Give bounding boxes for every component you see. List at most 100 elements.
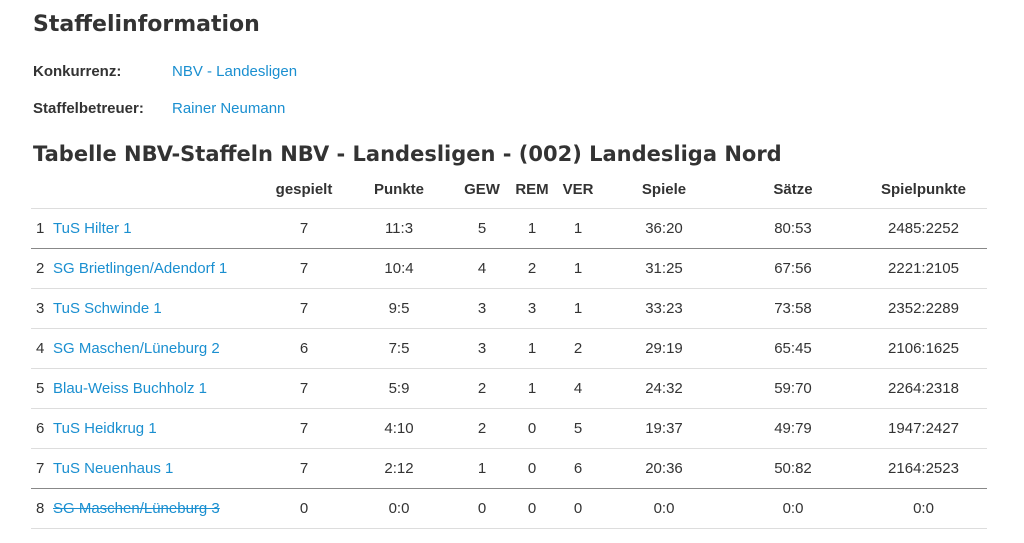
konkurrenz-link[interactable]: NBV - Landesligen	[172, 63, 298, 80]
rank: 3	[36, 300, 45, 317]
spiele-cell: 20:36	[602, 448, 726, 489]
spielpunkte-cell: 2264:2318	[860, 368, 987, 409]
saetze-cell: 67:56	[726, 248, 860, 289]
gespielt-cell: 0	[264, 488, 344, 529]
spielpunkte-cell: 2485:2252	[860, 208, 987, 249]
rem-cell: 3	[510, 288, 554, 329]
spiele-cell: 33:23	[602, 288, 726, 329]
punkte-cell: 11:3	[344, 208, 454, 249]
spielpunkte-cell: 2164:2523	[860, 448, 987, 489]
gespielt-cell: 7	[264, 288, 344, 329]
table-row: 6 TuS Heidkrug 1 7 4:10 2 0 5 19:37 49:79 1947:24…	[31, 408, 987, 449]
punkte-cell: 7:5	[344, 328, 454, 369]
saetze-cell: 59:70	[726, 368, 860, 409]
header-team	[31, 170, 264, 209]
team-link[interactable]: TuS Neuenhaus 1	[53, 460, 174, 477]
team-link[interactable]: SG Maschen/Lüneburg 3	[53, 500, 220, 517]
team-cell: 7 TuS Neuenhaus 1	[31, 448, 264, 489]
team-link[interactable]: TuS Heidkrug 1	[53, 420, 157, 437]
ver-cell: 4	[554, 368, 602, 409]
ver-cell: 1	[554, 248, 602, 289]
rem-cell: 1	[510, 208, 554, 249]
header-spiele: Spiele	[602, 170, 726, 209]
rank: 5	[36, 380, 45, 397]
saetze-cell: 0:0	[726, 488, 860, 529]
rank: 7	[36, 460, 45, 477]
punkte-cell: 5:9	[344, 368, 454, 409]
header-punkte: Punkte	[344, 170, 454, 209]
table-row: 2 SG Brietlingen/Adendorf 1 7 10:4 4 2 1 31:25 6…	[31, 248, 987, 289]
header-saetze: Sätze	[726, 170, 860, 209]
spiele-cell: 36:20	[602, 208, 726, 249]
header-ver: VER	[554, 170, 602, 209]
team-cell: 1 TuS Hilter 1	[31, 208, 264, 249]
ver-cell: 0	[554, 488, 602, 529]
team-link[interactable]: SG Brietlingen/Adendorf 1	[53, 260, 228, 277]
spiele-cell: 31:25	[602, 248, 726, 289]
gespielt-cell: 7	[264, 208, 344, 249]
table-row: 5 Blau-Weiss Buchholz 1 7 5:9 2 1 4 24:32 59:70 2…	[31, 368, 987, 409]
saetze-cell: 50:82	[726, 448, 860, 489]
table-row: 7 TuS Neuenhaus 1 7 2:12 1 0 6 20:36 50:82 2164:2…	[31, 448, 987, 489]
gew-cell: 3	[454, 288, 510, 329]
gew-cell: 5	[454, 208, 510, 249]
rank: 8	[36, 500, 45, 517]
rem-cell: 0	[510, 488, 554, 529]
spiele-cell: 29:19	[602, 328, 726, 369]
team-link[interactable]: TuS Schwinde 1	[53, 300, 162, 317]
staffelbetreuer-label: Staffelbetreuer:	[33, 100, 144, 117]
staffelbetreuer-row: Staffelbetreuer: Rainer Neumann	[33, 100, 285, 117]
team-cell: 2 SG Brietlingen/Adendorf 1	[31, 248, 264, 289]
gespielt-cell: 7	[264, 248, 344, 289]
punkte-cell: 2:12	[344, 448, 454, 489]
team-cell: 6 TuS Heidkrug 1	[31, 408, 264, 449]
gespielt-cell: 7	[264, 448, 344, 489]
gespielt-cell: 6	[264, 328, 344, 369]
spielpunkte-cell: 2221:2105	[860, 248, 987, 289]
spiele-cell: 0:0	[602, 488, 726, 529]
gew-cell: 4	[454, 248, 510, 289]
spiele-cell: 24:32	[602, 368, 726, 409]
rem-cell: 1	[510, 368, 554, 409]
rank: 1	[36, 220, 45, 237]
punkte-cell: 0:0	[344, 488, 454, 529]
ver-cell: 1	[554, 288, 602, 329]
konkurrenz-label: Konkurrenz:	[33, 63, 122, 80]
gespielt-cell: 7	[264, 368, 344, 409]
table-row: 4 SG Maschen/Lüneburg 2 6 7:5 3 1 2 29:19 65:45 2…	[31, 328, 987, 369]
punkte-cell: 4:10	[344, 408, 454, 449]
gew-cell: 0	[454, 488, 510, 529]
gew-cell: 2	[454, 368, 510, 409]
team-link[interactable]: TuS Hilter 1	[53, 220, 132, 237]
punkte-cell: 10:4	[344, 248, 454, 289]
spiele-cell: 19:37	[602, 408, 726, 449]
table-title: Tabelle NBV-Staffeln NBV - Landesligen -…	[33, 142, 782, 166]
rem-cell: 0	[510, 408, 554, 449]
saetze-cell: 65:45	[726, 328, 860, 369]
team-cell: 8 SG Maschen/Lüneburg 3	[31, 488, 264, 529]
team-cell: 5 Blau-Weiss Buchholz 1	[31, 368, 264, 409]
standings-table: gespielt Punkte GEW REM VER Spiele Sätze…	[31, 170, 987, 529]
gew-cell: 2	[454, 408, 510, 449]
rank: 2	[36, 260, 45, 277]
saetze-cell: 49:79	[726, 408, 860, 449]
gew-cell: 3	[454, 328, 510, 369]
team-cell: 3 TuS Schwinde 1	[31, 288, 264, 329]
spielpunkte-cell: 0:0	[860, 488, 987, 529]
team-link[interactable]: Blau-Weiss Buchholz 1	[53, 380, 207, 397]
staffelbetreuer-link[interactable]: Rainer Neumann	[172, 100, 286, 117]
ver-cell: 6	[554, 448, 602, 489]
gespielt-cell: 7	[264, 408, 344, 449]
header-rem: REM	[510, 170, 554, 209]
section-title: Staffelinformation	[33, 12, 260, 37]
gew-cell: 1	[454, 448, 510, 489]
team-link[interactable]: SG Maschen/Lüneburg 2	[53, 340, 220, 357]
rem-cell: 0	[510, 448, 554, 489]
rem-cell: 1	[510, 328, 554, 369]
rank: 6	[36, 420, 45, 437]
saetze-cell: 73:58	[726, 288, 860, 329]
ver-cell: 2	[554, 328, 602, 369]
rank: 4	[36, 340, 45, 357]
table-row: 8 SG Maschen/Lüneburg 3 0 0:0 0 0 0 0:0 0:0 0:0	[31, 488, 987, 529]
table-row: 3 TuS Schwinde 1 7 9:5 3 3 1 33:23 73:58 2352:228…	[31, 288, 987, 329]
